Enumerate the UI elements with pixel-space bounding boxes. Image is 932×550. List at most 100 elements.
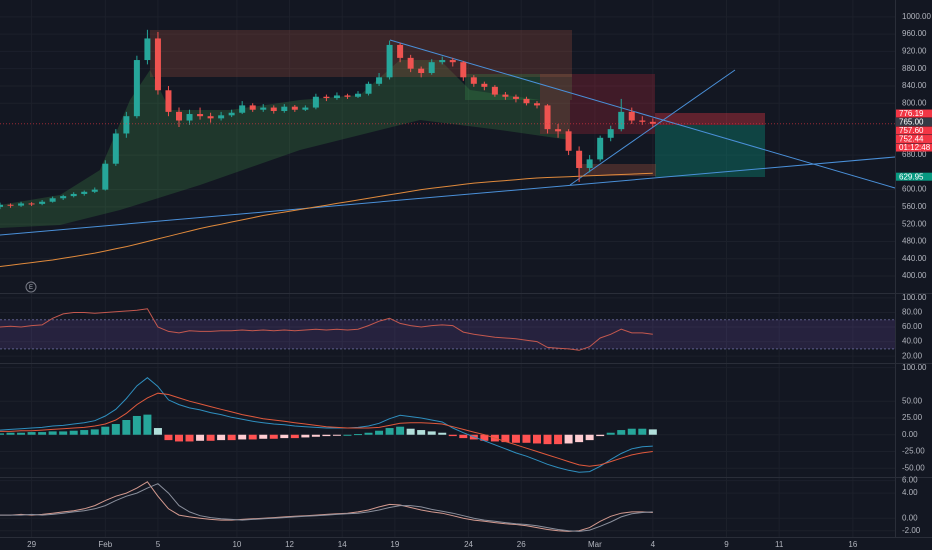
candle-body — [470, 77, 477, 84]
histogram-bar — [575, 434, 584, 443]
histogram-bar — [90, 429, 99, 435]
histogram-bar — [290, 434, 299, 439]
histogram-bar — [217, 434, 226, 441]
candle-body — [344, 95, 351, 97]
histogram-bar — [396, 426, 405, 435]
macd-line — [0, 377, 653, 473]
histogram-bar — [543, 434, 552, 445]
x-tick-label: 26 — [517, 540, 526, 549]
range-box — [540, 74, 655, 134]
price-tag — [896, 118, 932, 127]
histogram-bar — [554, 434, 563, 445]
histogram-bar — [385, 428, 394, 435]
candle-body — [323, 96, 330, 99]
y-tick-label: 840.00 — [902, 81, 927, 90]
plot — [0, 29, 895, 532]
rsi-band — [0, 319, 895, 349]
histogram-bar — [427, 431, 436, 435]
y-tick-label: 480.00 — [902, 237, 927, 246]
y-tick-label: 800.00 — [902, 98, 927, 107]
histogram-bar — [480, 434, 489, 441]
trend-line — [569, 69, 736, 186]
separators — [0, 0, 932, 538]
countdown-label: 01:12:48 — [899, 143, 931, 152]
histogram-bar — [375, 430, 384, 435]
oscillator-line — [0, 481, 653, 532]
histogram-bar — [522, 434, 531, 443]
x-tick-label: 4 — [651, 540, 656, 549]
y-tick-label: -50.00 — [902, 463, 925, 472]
histogram-bar — [59, 431, 68, 435]
histogram-bar — [259, 434, 268, 439]
y-tick-label: 600.00 — [902, 185, 927, 194]
histogram-bar — [406, 428, 415, 435]
countdown-tag — [896, 143, 932, 152]
histogram-bar — [122, 419, 131, 435]
candle-body — [186, 114, 193, 121]
histogram-bar — [311, 434, 320, 437]
candle-body — [333, 95, 340, 99]
range-box — [465, 74, 572, 100]
candle-body — [91, 189, 98, 192]
histogram-bar — [322, 434, 331, 437]
x-tick-label: 11 — [775, 540, 784, 549]
candle-body — [291, 106, 298, 110]
earnings-marker: E — [29, 285, 33, 291]
histogram-bar — [153, 428, 162, 435]
loss-box — [655, 113, 765, 125]
candle-body — [281, 106, 288, 112]
x-tick-label: 10 — [232, 540, 241, 549]
candle-body — [512, 96, 519, 99]
x-tick-label: 29 — [27, 540, 36, 549]
candle-body — [607, 129, 614, 138]
histogram-bar — [206, 434, 215, 441]
x-tick-label: Mar — [588, 540, 602, 549]
price-tag — [896, 135, 932, 144]
candle-body — [302, 107, 309, 110]
histogram-bar — [438, 432, 447, 435]
candle-body — [555, 129, 562, 132]
histogram-bar — [459, 434, 468, 439]
range-box — [150, 30, 572, 77]
candle-body — [523, 98, 530, 104]
earnings-marker-circle — [25, 281, 37, 293]
price-tag — [896, 109, 932, 118]
y-tick-label: 40.00 — [902, 337, 923, 346]
price-tag-label: 752.44 — [899, 135, 924, 144]
candle-body — [260, 107, 267, 110]
candle-body — [197, 114, 204, 117]
candle-body — [112, 133, 119, 164]
histogram-bar — [196, 434, 205, 441]
candle-body — [270, 107, 277, 112]
x-tick-label: 9 — [724, 540, 729, 549]
candle-body — [49, 198, 56, 202]
macd-line — [0, 392, 653, 467]
histogram-bar — [627, 428, 636, 435]
candle-body — [154, 38, 161, 91]
histogram-bar — [606, 432, 615, 435]
candle-body — [491, 86, 498, 95]
x-tick-label: 12 — [285, 540, 294, 549]
y-tick-label: 680.00 — [902, 150, 927, 159]
histogram-bar — [227, 434, 236, 441]
y-tick-label: 60.00 — [902, 322, 923, 331]
rsi-line — [0, 308, 653, 351]
histogram-bar — [364, 432, 373, 435]
histogram-bar — [38, 432, 47, 435]
histogram-bar — [343, 434, 352, 436]
candle-body — [365, 83, 372, 94]
candle-body — [597, 137, 604, 160]
y-tick-label: 80.00 — [902, 308, 923, 317]
histogram-bar — [564, 434, 573, 444]
histogram-bar — [6, 432, 15, 435]
y-tick-label: 100.00 — [902, 363, 927, 372]
histogram-bar — [175, 434, 183, 442]
trend-line — [389, 39, 896, 189]
target-box — [655, 125, 765, 177]
histogram-bar — [185, 434, 194, 442]
y-tick-label: 560.00 — [902, 202, 927, 211]
candle-body — [618, 111, 625, 130]
histogram-bar — [617, 430, 626, 435]
